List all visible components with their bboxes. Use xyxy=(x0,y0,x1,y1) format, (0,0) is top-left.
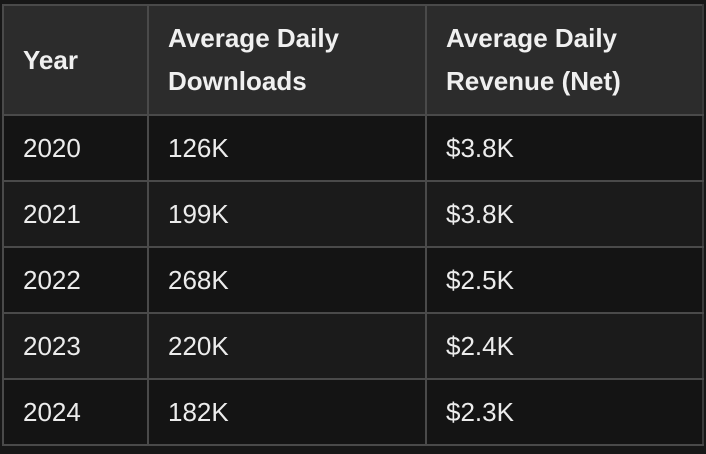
cell-revenue: $2.5K xyxy=(425,246,704,314)
header-average-daily-downloads: Average Daily Downloads xyxy=(147,4,427,116)
cell-downloads: 199K xyxy=(147,180,427,248)
cell-year: 2021 xyxy=(2,180,149,248)
cell-downloads: 126K xyxy=(147,114,427,182)
cell-revenue: $3.8K xyxy=(425,114,704,182)
cell-year: 2022 xyxy=(2,246,149,314)
cell-downloads: 182K xyxy=(147,378,427,446)
table-row: 2023 220K $2.4K xyxy=(2,312,704,380)
table-row: 2020 126K $3.8K xyxy=(2,114,704,182)
cell-revenue: $3.8K xyxy=(425,180,704,248)
cell-year: 2020 xyxy=(2,114,149,182)
header-row: Year Average Daily Downloads Average Dai… xyxy=(2,4,704,116)
table-row: 2021 199K $3.8K xyxy=(2,180,704,248)
cell-downloads: 268K xyxy=(147,246,427,314)
cell-downloads: 220K xyxy=(147,312,427,380)
table-body: 2020 126K $3.8K 2021 199K $3.8K 2022 268… xyxy=(2,114,704,446)
cell-year: 2024 xyxy=(2,378,149,446)
table-row: 2022 268K $2.5K xyxy=(2,246,704,314)
cell-revenue: $2.3K xyxy=(425,378,704,446)
cell-year: 2023 xyxy=(2,312,149,380)
table-header: Year Average Daily Downloads Average Dai… xyxy=(2,4,704,116)
header-year: Year xyxy=(2,4,149,116)
cell-revenue: $2.4K xyxy=(425,312,704,380)
data-table: Year Average Daily Downloads Average Dai… xyxy=(2,4,704,446)
header-average-daily-revenue: Average Daily Revenue (Net) xyxy=(425,4,704,116)
table-row: 2024 182K $2.3K xyxy=(2,378,704,446)
